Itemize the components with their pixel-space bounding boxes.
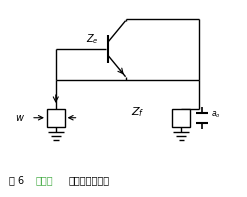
Text: w: w [15,113,23,123]
Bar [172,109,190,127]
Text: 反馈微带线结构: 反馈微带线结构 [69,175,110,185]
Text: 图 6: 图 6 [9,175,24,185]
Text: 串联负: 串联负 [36,175,54,185]
Text: $Z_f$: $Z_f$ [131,105,145,119]
Text: $a_o$: $a_o$ [211,110,221,120]
Bar [47,109,65,127]
Text: $Z_e$: $Z_e$ [86,32,99,46]
